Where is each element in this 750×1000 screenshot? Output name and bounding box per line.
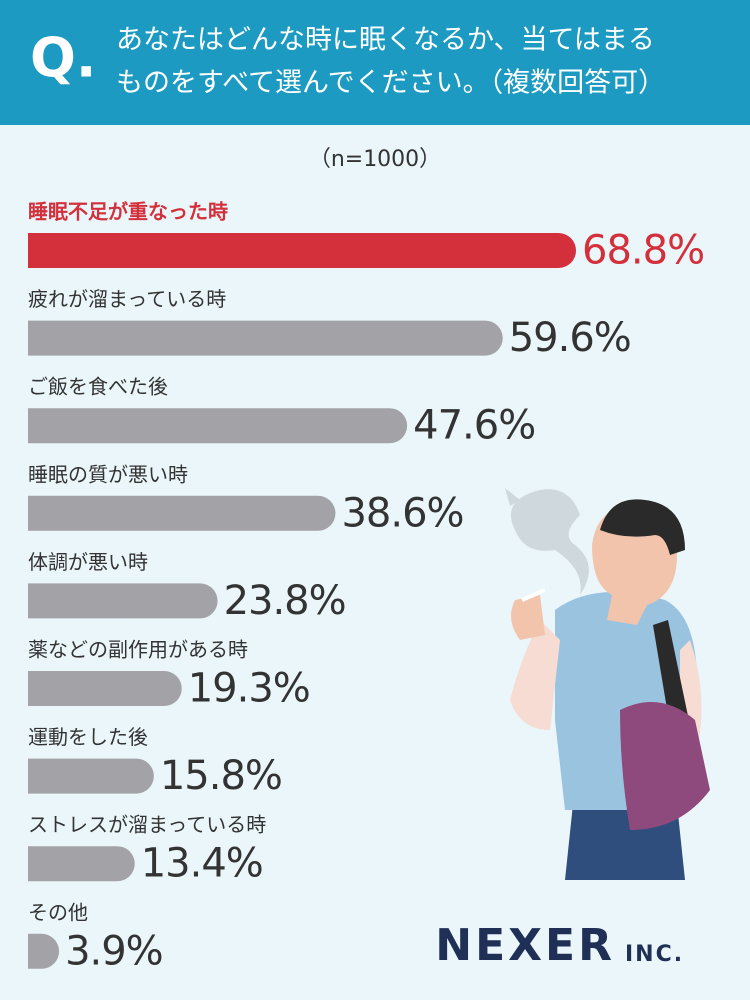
category-label: ご飯を食べた後 (28, 375, 168, 399)
bar (28, 671, 182, 706)
value-label: 15.8% (160, 753, 282, 799)
header (0, 0, 750, 125)
category-label: 運動をした後 (28, 725, 148, 749)
value-label: 47.6% (413, 403, 535, 449)
value-label: 23.8% (224, 578, 346, 624)
category-label: ストレスが溜まっている時 (28, 813, 266, 837)
bar (28, 320, 503, 356)
bar (28, 933, 60, 969)
value-label: 13.4% (141, 841, 263, 887)
illustration (505, 488, 710, 880)
title-line: ものをすべて選んでください。（複数回答可） (116, 68, 665, 99)
bar (28, 233, 576, 268)
value-label: 38.6% (341, 490, 463, 536)
value-label: 3.9% (65, 928, 163, 974)
value-label: 19.3% (188, 666, 310, 712)
category-label: 疲れが溜まっている時 (28, 287, 226, 311)
bar (28, 758, 154, 794)
brand-suffix: INC. (625, 942, 684, 967)
value-label: 59.6% (509, 315, 631, 361)
brand: NEXER (435, 920, 615, 971)
title-line: あなたはどんな時に眠くなるか、当てはまる (116, 25, 655, 56)
value-label: 68.8% (582, 228, 704, 274)
bar (28, 846, 135, 882)
subtitle: （n=1000） (309, 147, 441, 172)
bar (28, 583, 218, 619)
category-label: その他 (28, 900, 88, 924)
question-label: Q. (30, 27, 96, 90)
bar (28, 408, 408, 444)
category-label: 薬などの副作用がある時 (28, 638, 248, 662)
category-label: 睡眠不足が重なった時 (28, 200, 228, 224)
category-label: 体調が悪い時 (28, 550, 148, 574)
bar (28, 495, 336, 531)
category-label: 睡眠の質が悪い時 (28, 462, 188, 486)
